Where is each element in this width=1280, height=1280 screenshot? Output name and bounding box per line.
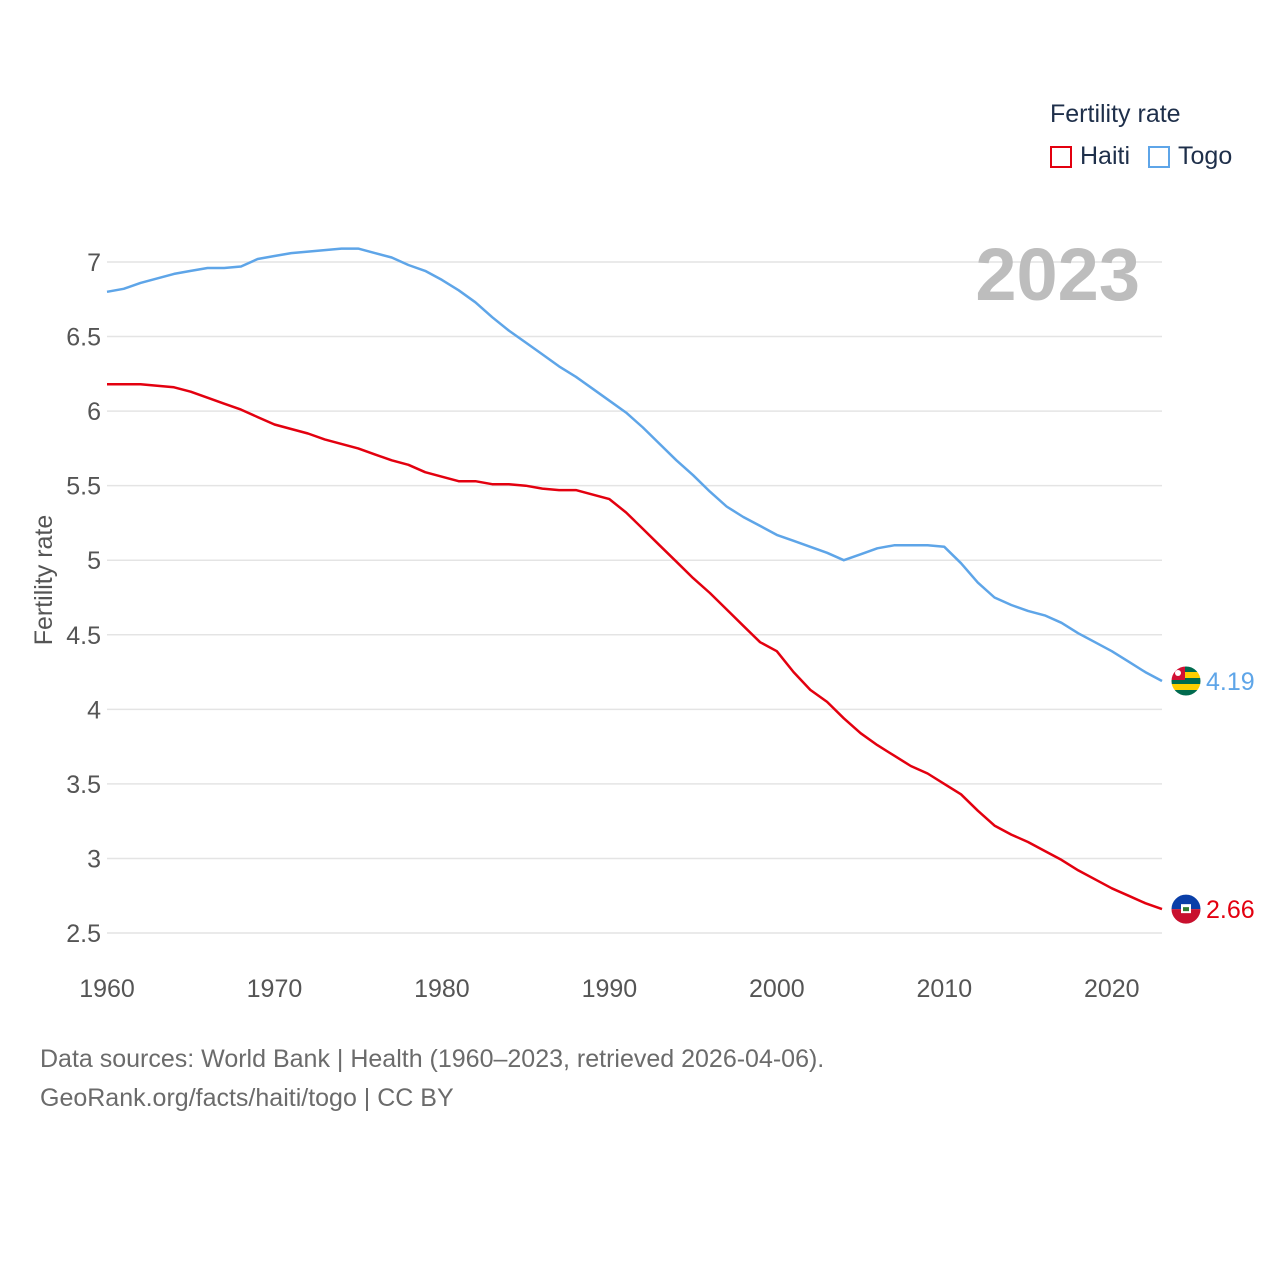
togo-flag-icon	[1170, 665, 1202, 697]
legend-label-haiti: Haiti	[1080, 142, 1131, 170]
x-tick-label: 1990	[582, 975, 638, 1003]
y-tick-label: 7	[87, 249, 101, 277]
y-tick-label: 6.5	[66, 324, 101, 352]
x-tick-label: 2000	[749, 975, 805, 1003]
series-lines	[106, 247, 1163, 911]
x-tick-label: 1960	[79, 975, 135, 1003]
end-label-haiti: 2.66	[1206, 896, 1255, 924]
legend-swatch-togo	[1148, 145, 1171, 168]
series-line-haiti[interactable]	[107, 383, 1163, 911]
x-tick-label: 2010	[916, 975, 972, 1003]
x-tick-label: 1980	[414, 975, 470, 1003]
y-tick-label: 4	[87, 696, 101, 724]
end-label-togo: 4.19	[1206, 668, 1255, 696]
y-tick-label: 5	[87, 547, 101, 575]
grid-lines	[107, 261, 1162, 934]
year-label: 2023	[975, 233, 1140, 316]
legend-item-togo[interactable]: Togo	[1148, 142, 1232, 171]
y-axis-label: Fertility rate	[30, 515, 58, 646]
y-tick-label: 5.5	[66, 473, 101, 501]
y-axis-ticks: 2.5 3 3.5 4 4.5 5 5.5 6 6.5 7	[66, 249, 101, 948]
footer-attribution[interactable]: GeoRank.org/facts/haiti/togo | CC BY	[40, 1084, 454, 1112]
x-tick-label: 2020	[1084, 975, 1140, 1003]
x-tick-label: 1970	[247, 975, 303, 1003]
y-tick-label: 3	[87, 845, 101, 873]
y-tick-label: 2.5	[66, 920, 101, 948]
x-axis-ticks: 1960 1970 1980 1990 2000 2010 2020	[79, 975, 1139, 1003]
series-line-togo[interactable]	[106, 247, 1163, 683]
footer-sources: Data sources: World Bank | Health (1960–…	[40, 1045, 825, 1073]
legend-item-haiti[interactable]: Haiti	[1050, 142, 1130, 171]
legend-label-togo: Togo	[1178, 142, 1233, 170]
legend-swatch-haiti	[1050, 145, 1072, 168]
y-tick-label: 6	[87, 398, 101, 426]
legend-title: Fertility rate	[1050, 100, 1181, 128]
haiti-flag-icon	[1170, 893, 1202, 925]
y-tick-label: 3.5	[66, 771, 101, 799]
y-tick-label: 4.5	[66, 622, 101, 650]
legend: Haiti Togo	[1050, 142, 1250, 171]
series-end-markers: 2.66 4.19	[1170, 665, 1255, 925]
